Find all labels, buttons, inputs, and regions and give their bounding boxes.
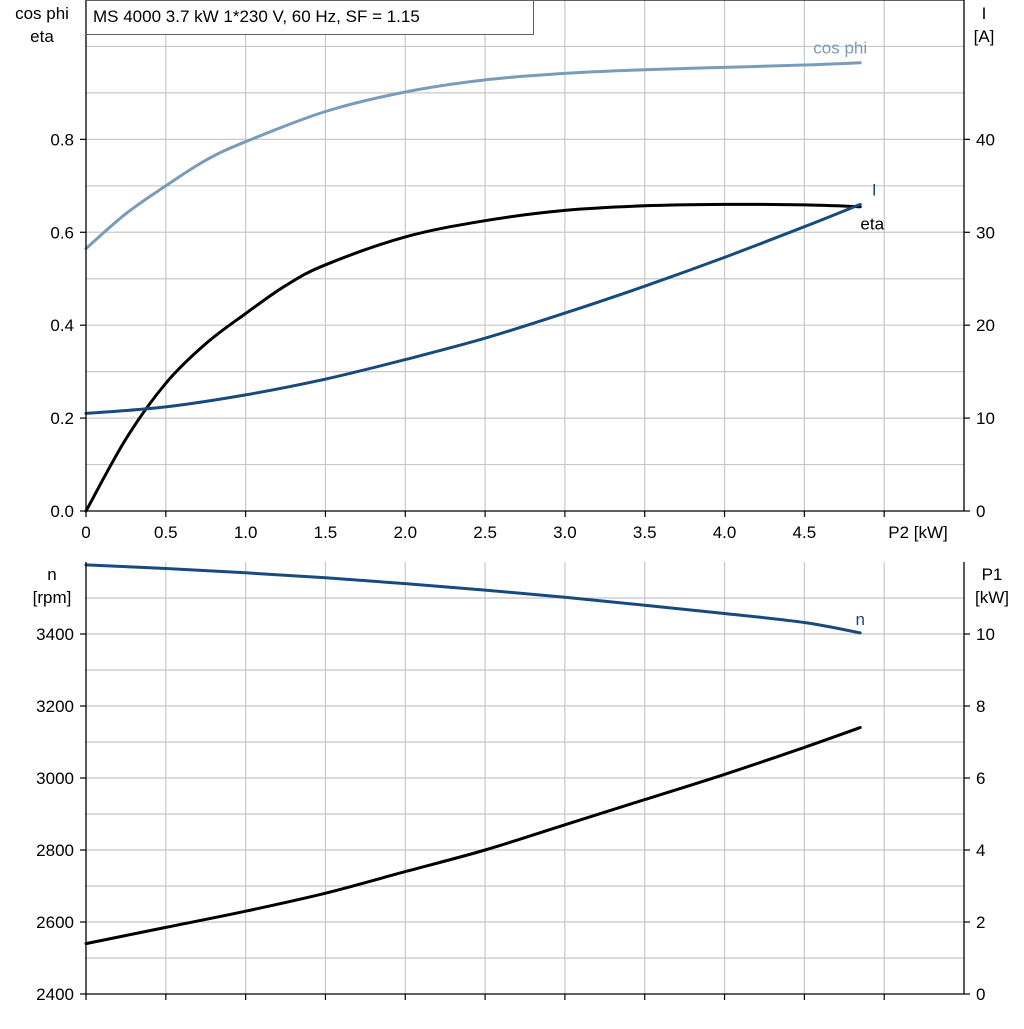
bottom-chart-grid — [86, 562, 964, 994]
bottom-right-tick-label: 10 — [976, 625, 995, 644]
chart-title-box — [86, 0, 534, 35]
bottom-right-tick-label: 6 — [976, 769, 985, 788]
top-x-tick-label: 0 — [81, 523, 90, 542]
top-x-tick-label: 4.0 — [713, 523, 737, 542]
bottom-series-label-n: n — [856, 610, 865, 629]
top-left-axis-title-line1: cos phi — [15, 4, 69, 23]
top-x-tick-label: 3.0 — [553, 523, 577, 542]
bottom-left-tick-label: 3200 — [36, 697, 74, 716]
top-right-tick-label: 40 — [976, 130, 995, 149]
bottom-left-tick-label: 2400 — [36, 985, 74, 1004]
top-right-tick-label: 20 — [976, 316, 995, 335]
bottom-curve-series-1 — [84, 726, 862, 946]
bottom-left-axis-title-line1: n — [47, 565, 56, 584]
top-right-tick-label: 30 — [976, 223, 995, 242]
top-series-label-cos-phi: cos phi — [813, 39, 867, 58]
top-x-tick-label: 2.0 — [393, 523, 417, 542]
top-x-tick-label: 3.5 — [633, 523, 657, 542]
top-chart-labels: cos phi eta I 0.0 0.2 0.4 0.6 0.8 0 10 20 30 40 0 0.5 1… — [15, 0, 995, 542]
bottom-left-tick-label: 2600 — [36, 913, 74, 932]
top-x-tick-label: 0.5 — [154, 523, 178, 542]
top-x-tick-label: 1.5 — [314, 523, 338, 542]
top-left-tick-label: 0.0 — [50, 502, 74, 521]
bottom-right-axis-title-line2: [kW] — [975, 588, 1009, 607]
top-curve-eta — [84, 202, 862, 513]
bottom-left-tick-label: 3400 — [36, 625, 74, 644]
top-chart-frame — [80, 0, 970, 517]
bottom-right-tick-label: 8 — [976, 697, 985, 716]
top-right-tick-label: 10 — [976, 409, 995, 428]
bottom-left-tick-label: 3000 — [36, 769, 74, 788]
top-right-axis-title-line2: [A] — [974, 27, 995, 46]
top-left-axis-title-line2: eta — [30, 27, 54, 46]
top-chart-curves — [84, 61, 862, 513]
bottom-left-axis-title-line2: [rpm] — [33, 588, 72, 607]
top-left-tick-label: 0.6 — [50, 223, 74, 242]
bottom-chart-frame — [80, 562, 970, 1000]
bottom-right-axis-title-line1: P1 — [982, 565, 1003, 584]
top-series-label-i: I — [872, 180, 877, 199]
top-x-tick-label: 1.0 — [234, 523, 258, 542]
bottom-right-tick-label: 0 — [976, 985, 985, 1004]
top-right-tick-label: 0 — [976, 502, 985, 521]
top-curve-cos-phi — [84, 61, 862, 250]
top-x-axis-label: P2 [kW] — [888, 523, 948, 542]
top-x-tick-label: 4.5 — [793, 523, 817, 542]
top-x-tick-label: 2.5 — [473, 523, 497, 542]
top-series-label-eta: eta — [860, 215, 884, 234]
top-curve-i — [84, 202, 862, 415]
chart-title: MS 4000 3.7 kW 1*230 V, 60 Hz, SF = 1.15 — [93, 7, 420, 26]
bottom-chart-labels: n 2400 2600 2800 3000 3200 3400 0 2 4 6 8 10 n [rpm] P1… — [33, 565, 1009, 1004]
top-left-tick-label: 0.4 — [50, 316, 74, 335]
top-left-tick-label: 0.2 — [50, 409, 74, 428]
top-right-axis-title-line1: I — [982, 4, 987, 23]
bottom-right-tick-label: 2 — [976, 913, 985, 932]
bottom-chart-curves — [84, 563, 862, 946]
bottom-right-tick-label: 4 — [976, 841, 985, 860]
bottom-curve-n — [84, 563, 862, 635]
top-left-tick-label: 0.8 — [50, 130, 74, 149]
bottom-left-tick-label: 2800 — [36, 841, 74, 860]
